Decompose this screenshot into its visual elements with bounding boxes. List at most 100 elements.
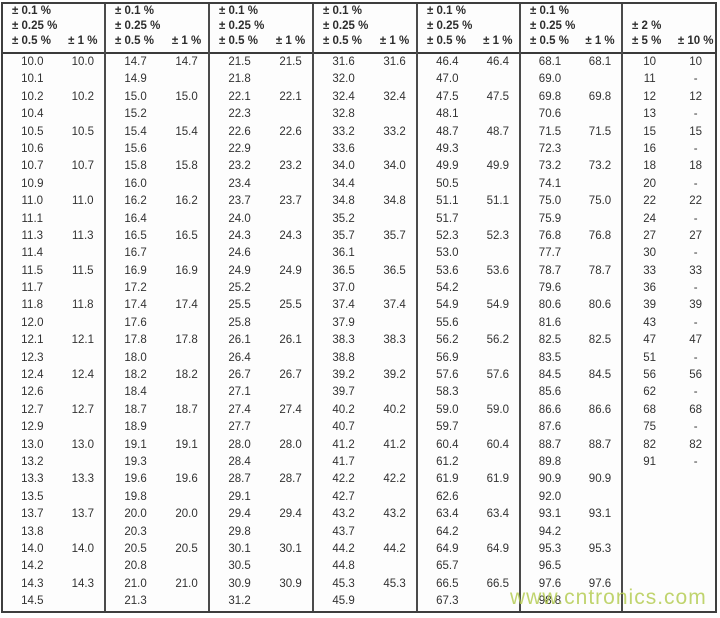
table-row: 26.7 26.7 xyxy=(210,367,312,384)
value-cell: 62 xyxy=(643,386,657,399)
value-cell: 30.1 xyxy=(279,542,302,555)
value-cell: 34.8 xyxy=(332,195,355,208)
value-cell: 24.0 xyxy=(228,212,251,225)
value-cell: 61.2 xyxy=(436,455,459,468)
value-cell: 40.2 xyxy=(332,403,355,416)
value-cell: 26.1 xyxy=(228,334,251,347)
value-cell: 60.4 xyxy=(436,438,459,451)
table-row: 22.1 22.1 xyxy=(210,89,312,106)
table-row: 10.7 10.7 xyxy=(3,158,104,175)
value-cell: 31.6 xyxy=(332,56,355,68)
value-cell: 28.7 xyxy=(279,473,302,486)
value-cell: 53.0 xyxy=(436,247,459,260)
value-cell xyxy=(373,280,416,297)
value-cell: 45.3 xyxy=(383,577,406,590)
table-row: 75.0 75.0 xyxy=(521,193,621,210)
tolerance-label: ± 1 % xyxy=(483,35,513,47)
watermark: www.cntronics.com xyxy=(510,586,707,609)
value-cell xyxy=(269,211,312,228)
value-cell: 98.8 xyxy=(538,595,562,608)
table-row: 85.6 xyxy=(521,384,621,401)
table-row: 47.5 47.5 xyxy=(418,89,519,106)
table-row: 16.4 xyxy=(106,211,208,228)
tolerance-label: ± 0.1 % xyxy=(12,5,51,17)
value-cell: 15.4 xyxy=(124,125,147,138)
value-cell: 10.4 xyxy=(21,108,44,121)
table-row: 98.8 xyxy=(521,593,621,610)
value-cell: 11 xyxy=(643,73,656,86)
table-row xyxy=(623,506,715,523)
value-cell: 14.0 xyxy=(21,542,44,555)
tolerance-group: ± 0.1 % ± 0.25 % ± 0.5 % ± 1 % 46.4 46.4 47.0 4… xyxy=(418,4,521,611)
value-cell: 40.2 xyxy=(383,403,406,416)
value-cell: 30.9 xyxy=(228,577,251,590)
value-cell xyxy=(269,350,312,367)
value-cell: - xyxy=(693,108,698,121)
group-body: 10.0 10.0 10.1 10.2 10.2 10.4 10.5 10.5 10.6 10.7… xyxy=(3,54,104,611)
value-cell: 44.2 xyxy=(383,542,406,555)
value-cell: 37.0 xyxy=(332,282,355,295)
value-cell: 28.0 xyxy=(228,438,251,451)
table-row: 94.2 xyxy=(521,524,621,541)
value-cell: 18 xyxy=(689,160,703,173)
table-row: 43.2 43.2 xyxy=(314,506,416,523)
table-row: 21.3 xyxy=(106,593,208,610)
table-row: 24.3 24.3 xyxy=(210,228,312,245)
value-cell xyxy=(623,489,676,506)
value-cell: 18.7 xyxy=(175,403,198,416)
value-cell: 13.7 xyxy=(21,508,44,521)
value-cell xyxy=(477,350,519,367)
table-row: 20 - xyxy=(623,176,715,193)
value-cell: 32.4 xyxy=(383,90,406,103)
table-row: 18.4 xyxy=(106,384,208,401)
value-cell xyxy=(373,315,416,332)
value-cell: 13.7 xyxy=(71,508,94,521)
table-row: 51.1 51.1 xyxy=(418,193,519,210)
value-cell: 16.5 xyxy=(124,229,147,242)
value-cell: 47.5 xyxy=(436,90,459,103)
table-row: 28.7 28.7 xyxy=(210,471,312,488)
table-row: 12.3 xyxy=(3,350,104,367)
value-cell: 42.2 xyxy=(332,473,355,486)
value-cell: 11.5 xyxy=(21,264,44,277)
tolerance-label: ± 1 % xyxy=(379,35,410,47)
value-cell: 52.3 xyxy=(486,229,509,242)
table-row: 61.2 xyxy=(418,454,519,471)
table-row: 86.6 86.6 xyxy=(521,402,621,419)
table-row: 40.2 40.2 xyxy=(314,402,416,419)
value-cell xyxy=(676,489,715,506)
precision-tolerance-labels: ± 0.1 % ± 0.25 % ± 0.5 % xyxy=(314,4,373,49)
value-cell: 17.8 xyxy=(124,334,147,347)
tolerance-label: ± 0.1 % xyxy=(219,5,258,17)
value-cell: 23.4 xyxy=(228,177,251,190)
value-cell xyxy=(269,558,312,575)
value-cell: 15.0 xyxy=(175,90,198,103)
value-cell xyxy=(269,593,312,610)
value-cell xyxy=(579,350,621,367)
table-row: 10.0 10.0 xyxy=(3,54,104,71)
table-row: 42.2 42.2 xyxy=(314,471,416,488)
value-cell: 82 xyxy=(689,438,703,451)
table-row: 22.9 xyxy=(210,141,312,158)
value-cell: 12.9 xyxy=(21,421,44,434)
value-cell: 38.3 xyxy=(332,334,355,347)
value-cell: 26.7 xyxy=(279,369,302,382)
table-row: 53.6 53.6 xyxy=(418,263,519,280)
value-cell: 18.2 xyxy=(124,369,147,382)
value-cell: 93.1 xyxy=(538,508,562,521)
value-cell: 10.1 xyxy=(21,73,44,86)
value-cell: 49.9 xyxy=(486,160,509,173)
table-row: 33.2 33.2 xyxy=(314,124,416,141)
value-cell xyxy=(676,558,715,575)
value-cell: 10.2 xyxy=(71,90,94,103)
value-cell: 82 xyxy=(643,438,657,451)
value-cell: 10.2 xyxy=(21,90,44,103)
table-row: 33.6 xyxy=(314,141,416,158)
value-cell xyxy=(165,106,208,123)
value-cell: 19.1 xyxy=(124,438,147,451)
table-row: 53.0 xyxy=(418,245,519,262)
value-cell: - xyxy=(693,316,698,329)
value-cell: 33.2 xyxy=(332,125,355,138)
value-cell xyxy=(579,384,621,401)
value-cell: 26.7 xyxy=(228,369,251,382)
